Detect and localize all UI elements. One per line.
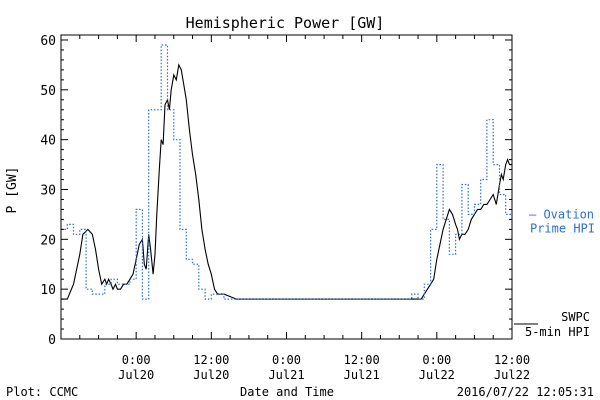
y-tick-label: 50 [40,84,56,99]
legend-label-ovation-2: Prime HPI [530,221,595,235]
y-axis-label: P [GW] [5,167,20,214]
plot-frame [60,34,513,340]
x-tick-label-time: 0:00 [422,353,451,367]
x-tick-label-date: Jul20 [193,368,229,382]
x-tick-label-time: 12:00 [494,353,530,367]
x-axis-label: Date and Time [240,385,334,399]
x-tick-label-date: Jul21 [268,368,304,382]
series-layer [61,44,512,300]
plot-timestamp: 2016/07/22 12:05:31 [457,385,594,399]
x-tick-label-date: Jul20 [118,368,154,382]
legend-label-swpc-2: 5-min HPI [525,325,590,339]
legend-label-ovation: — Ovation [529,207,594,221]
x-tick-label-time: 12:00 [193,353,229,367]
x-tick-label-time: 0:00 [122,353,151,367]
x-tick-label-time: 12:00 [344,353,380,367]
y-tick-label: 40 [40,134,56,149]
y-tick-label: 30 [40,183,56,198]
chart-title: Hemispheric Power [GW] [186,14,385,32]
x-tick-label-date: Jul22 [494,368,530,382]
plot-credit: Plot: CCMC [6,385,78,399]
x-tick-label-date: Jul22 [419,368,455,382]
y-tick-label: 60 [40,34,56,49]
x-tick-label-date: Jul21 [344,368,380,382]
y-tick-label: 20 [40,233,56,248]
axes-layer: 01020304050600:00Jul2012:00Jul200:00Jul2… [40,34,530,382]
series-line-swpc [61,63,512,300]
y-tick-label: 10 [40,283,56,298]
legend-label-swpc: SWPC [561,310,590,324]
series-line-ovation-prime [61,44,512,300]
y-tick-label: 0 [48,333,56,348]
x-tick-label-time: 0:00 [272,353,301,367]
